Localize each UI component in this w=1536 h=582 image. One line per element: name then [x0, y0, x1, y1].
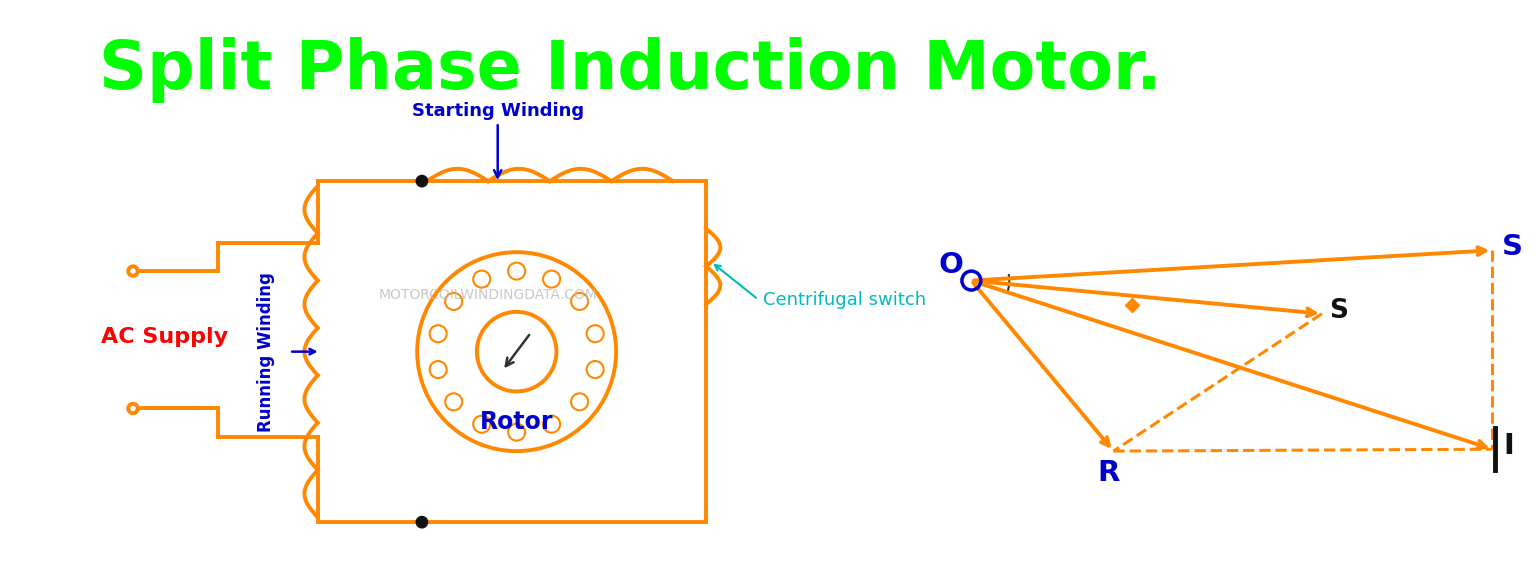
Text: Centrifugal switch: Centrifugal switch [763, 290, 926, 308]
Circle shape [416, 175, 427, 187]
Text: Split Phase Induction Motor.: Split Phase Induction Motor. [98, 37, 1161, 103]
Text: Starting Winding: Starting Winding [412, 101, 584, 178]
Text: Rotor: Rotor [479, 410, 553, 434]
Text: R: R [1098, 459, 1120, 487]
Text: I: I [1504, 432, 1514, 460]
Text: S: S [1330, 299, 1349, 325]
Text: MOTORCOILWINDINGDATA.COM: MOTORCOILWINDINGDATA.COM [379, 288, 598, 302]
Text: O: O [938, 251, 963, 279]
Circle shape [416, 516, 427, 528]
Text: AC Supply: AC Supply [101, 328, 227, 347]
Text: S: S [1502, 233, 1522, 261]
Text: Running Winding: Running Winding [257, 272, 275, 432]
